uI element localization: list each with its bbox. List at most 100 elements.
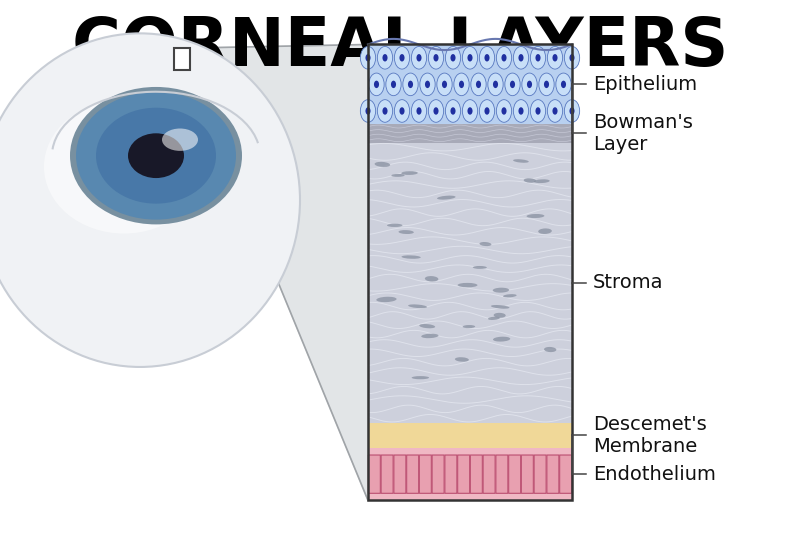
- FancyBboxPatch shape: [483, 455, 495, 493]
- Ellipse shape: [419, 324, 435, 328]
- Ellipse shape: [493, 81, 498, 88]
- Ellipse shape: [462, 47, 478, 69]
- Ellipse shape: [417, 107, 422, 115]
- FancyBboxPatch shape: [534, 455, 546, 493]
- Ellipse shape: [570, 54, 574, 62]
- Ellipse shape: [518, 54, 523, 62]
- Ellipse shape: [425, 81, 430, 88]
- Ellipse shape: [510, 81, 515, 88]
- Ellipse shape: [496, 100, 512, 122]
- Ellipse shape: [128, 133, 184, 178]
- Ellipse shape: [467, 107, 473, 115]
- Ellipse shape: [387, 224, 402, 227]
- Ellipse shape: [496, 47, 512, 69]
- Ellipse shape: [366, 54, 370, 62]
- Ellipse shape: [530, 100, 546, 122]
- FancyBboxPatch shape: [547, 455, 559, 493]
- Ellipse shape: [382, 107, 387, 115]
- Bar: [368, 448, 572, 500]
- Ellipse shape: [446, 100, 461, 122]
- Ellipse shape: [425, 276, 438, 281]
- Text: Bowman's
Layer: Bowman's Layer: [593, 113, 693, 154]
- Ellipse shape: [502, 107, 506, 115]
- Ellipse shape: [553, 54, 558, 62]
- Ellipse shape: [514, 47, 529, 69]
- Bar: [368, 142, 572, 423]
- Ellipse shape: [455, 357, 469, 362]
- Ellipse shape: [417, 54, 422, 62]
- Ellipse shape: [394, 100, 410, 122]
- Ellipse shape: [382, 54, 387, 62]
- Ellipse shape: [544, 347, 556, 352]
- Ellipse shape: [360, 100, 376, 122]
- Ellipse shape: [422, 334, 438, 338]
- Ellipse shape: [479, 47, 494, 69]
- Bar: [368, 423, 572, 448]
- FancyBboxPatch shape: [381, 455, 393, 493]
- Ellipse shape: [503, 294, 517, 297]
- Ellipse shape: [526, 214, 544, 218]
- FancyBboxPatch shape: [368, 455, 380, 493]
- Ellipse shape: [467, 54, 473, 62]
- Ellipse shape: [44, 100, 204, 234]
- Ellipse shape: [442, 81, 447, 88]
- Ellipse shape: [437, 73, 452, 96]
- Ellipse shape: [471, 73, 486, 96]
- Ellipse shape: [434, 107, 438, 115]
- Ellipse shape: [564, 100, 580, 122]
- Ellipse shape: [402, 171, 418, 175]
- Ellipse shape: [399, 54, 405, 62]
- Ellipse shape: [556, 73, 571, 96]
- FancyBboxPatch shape: [445, 455, 457, 493]
- Ellipse shape: [162, 128, 198, 151]
- FancyBboxPatch shape: [509, 455, 521, 493]
- Bar: [368, 125, 572, 142]
- Ellipse shape: [411, 100, 426, 122]
- Ellipse shape: [547, 47, 562, 69]
- Ellipse shape: [539, 73, 554, 96]
- Ellipse shape: [479, 242, 491, 246]
- Ellipse shape: [374, 81, 379, 88]
- FancyBboxPatch shape: [522, 455, 534, 493]
- Ellipse shape: [535, 54, 541, 62]
- Ellipse shape: [394, 47, 410, 69]
- Ellipse shape: [518, 107, 523, 115]
- Ellipse shape: [561, 81, 566, 88]
- Ellipse shape: [462, 100, 478, 122]
- Ellipse shape: [485, 107, 490, 115]
- Ellipse shape: [513, 159, 529, 163]
- Ellipse shape: [450, 107, 455, 115]
- Bar: [368, 44, 572, 500]
- Ellipse shape: [570, 107, 574, 115]
- Ellipse shape: [491, 305, 510, 309]
- Ellipse shape: [0, 33, 300, 367]
- Ellipse shape: [488, 73, 503, 96]
- Ellipse shape: [493, 287, 509, 292]
- Ellipse shape: [462, 325, 475, 328]
- Ellipse shape: [399, 107, 405, 115]
- Ellipse shape: [378, 100, 393, 122]
- Ellipse shape: [391, 174, 405, 177]
- Ellipse shape: [564, 47, 580, 69]
- Bar: [174, 48, 190, 70]
- Ellipse shape: [408, 81, 413, 88]
- Ellipse shape: [391, 81, 396, 88]
- Ellipse shape: [502, 54, 506, 62]
- Ellipse shape: [547, 100, 562, 122]
- Ellipse shape: [428, 100, 444, 122]
- Bar: [368, 44, 572, 125]
- Ellipse shape: [485, 54, 490, 62]
- Ellipse shape: [70, 87, 242, 225]
- Ellipse shape: [411, 47, 426, 69]
- Ellipse shape: [522, 73, 537, 96]
- Ellipse shape: [505, 73, 520, 96]
- Ellipse shape: [403, 73, 418, 96]
- Ellipse shape: [534, 180, 550, 183]
- Ellipse shape: [76, 92, 236, 220]
- Ellipse shape: [530, 47, 546, 69]
- Ellipse shape: [386, 73, 401, 96]
- Text: Descemet's
Membrane: Descemet's Membrane: [593, 415, 706, 456]
- Ellipse shape: [428, 47, 444, 69]
- Ellipse shape: [366, 107, 370, 115]
- FancyBboxPatch shape: [406, 455, 418, 493]
